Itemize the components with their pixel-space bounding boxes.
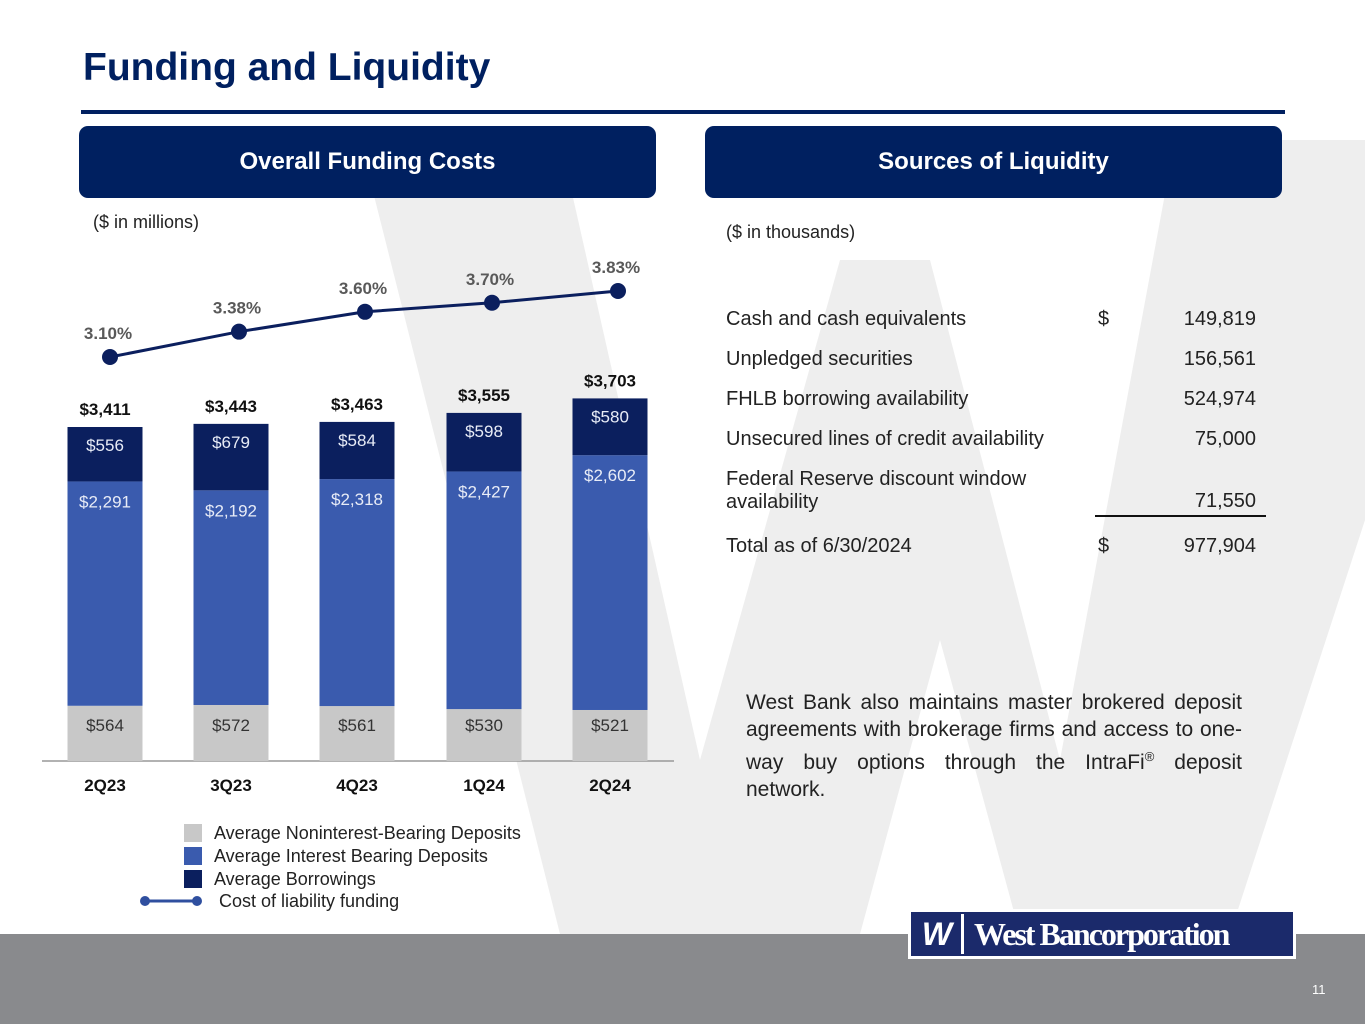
note-main-text: West Bank also maintains master brokered… (746, 691, 1242, 774)
liquidity-value: 156,561 (1183, 348, 1256, 370)
legend-label-borrowings: Average Borrowings (214, 868, 376, 889)
page-number: 11 (1312, 982, 1326, 997)
sources-of-liquidity-header: Sources of Liquidity (705, 126, 1282, 198)
legend-label-noninterest: Average Noninterest-Bearing Deposits (214, 822, 521, 843)
liquidity-value: 71,550 (1194, 490, 1256, 512)
bar-total-label: $3,703 (584, 371, 636, 390)
liquidity-value: 524,974 (1183, 388, 1256, 410)
bar-segment (319, 479, 395, 707)
bar-value-label: $564 (86, 716, 124, 735)
bar-value-label: $2,602 (584, 466, 636, 485)
bar-segment (446, 709, 522, 761)
liquidity-value: 149,819 (1183, 308, 1256, 330)
liquidity-label: Unsecured lines of credit availability (726, 428, 1044, 450)
category-tick-label: 1Q24 (463, 776, 505, 795)
bar-value-label: $521 (591, 716, 629, 735)
cost-line-point (610, 283, 626, 299)
total-divider (1095, 515, 1266, 517)
legend-label-interest: Average Interest Bearing Deposits (214, 845, 488, 866)
bar-segment (572, 709, 648, 761)
west-bancorporation-logo: W West Bancorporation (908, 909, 1296, 959)
liquidity-value: 75,000 (1194, 428, 1256, 450)
bar-segment (446, 412, 522, 472)
bar-total-label: $3,443 (205, 397, 257, 416)
liquidity-total-value: 977,904 (1183, 535, 1256, 557)
bar-segment (193, 490, 269, 705)
category-tick-label: 2Q24 (589, 776, 631, 795)
bar-segment (193, 704, 269, 761)
liquidity-label: Unpledged securities (726, 348, 913, 370)
bar-value-label: $584 (338, 431, 376, 450)
bar-value-label: $556 (86, 436, 124, 455)
cost-line-label: 3.38% (213, 299, 261, 318)
legend-swatch-noninterest (184, 824, 202, 842)
bar-segment (67, 481, 143, 706)
bar-total-label: $3,463 (331, 395, 383, 414)
category-tick-label: 3Q23 (210, 776, 252, 795)
bar-value-label: $2,192 (205, 501, 257, 520)
cost-line-label: 3.70% (466, 270, 514, 289)
bar-value-label: $572 (212, 716, 250, 735)
cost-line-point (357, 303, 373, 320)
registered-mark: ® (1144, 749, 1155, 764)
brokered-deposit-note: West Bank also maintains master brokered… (746, 689, 1242, 803)
category-tick-label: 4Q23 (336, 776, 378, 795)
legend-borrowings: Average Borrowings (184, 868, 376, 890)
legend-noninterest-bearing: Average Noninterest-Bearing Deposits (184, 822, 521, 844)
millions-unit-note: ($ in millions) (93, 212, 200, 232)
logo-frame: W West Bancorporation (911, 912, 1293, 956)
liquidity-label: Federal Reserve discount window availabi… (726, 468, 1027, 513)
bar-segment (67, 705, 143, 761)
logo-mark: W (913, 914, 964, 954)
bar-value-label: $580 (591, 407, 629, 426)
bar-segment (572, 398, 648, 456)
cost-line-label: 3.83% (592, 258, 640, 277)
bar-value-label: $679 (212, 433, 250, 452)
logo-wordmark: West Bancorporation (964, 914, 1291, 954)
cost-line-point (102, 349, 118, 365)
legend-interest-bearing: Average Interest Bearing Deposits (184, 845, 488, 867)
bar-segment (446, 471, 522, 710)
thousands-unit-note: ($ in thousands) (726, 222, 856, 242)
liquidity-label: Cash and cash equivalents (726, 308, 967, 330)
bar-value-label: $2,318 (331, 490, 383, 509)
cost-line-point (231, 323, 247, 340)
note-end-text: deposit network. (746, 751, 1242, 801)
legend-line-icon (140, 896, 202, 906)
bar-total-label: $3,555 (458, 386, 510, 405)
liquidity-total-label: Total as of 6/30/2024 (726, 535, 912, 557)
cost-line-label: 3.60% (339, 279, 387, 298)
bar-segment (319, 706, 395, 761)
bar-value-label: $561 (338, 716, 376, 735)
legend-swatch-interest (184, 847, 202, 865)
funding-costs-chart: $564 $2,291 $556 $3,411 2Q23 $572 $2,192 $679 $3… (42, 258, 674, 795)
cost-line-label: 3.10% (84, 324, 132, 343)
title-divider (81, 110, 1285, 114)
bar-value-label: $2,427 (458, 482, 510, 501)
bar-value-label: $530 (465, 716, 503, 735)
bar-value-label: $2,291 (79, 492, 131, 511)
cost-line-point (484, 294, 500, 311)
category-tick-label: 2Q23 (84, 776, 126, 795)
liquidity-label: FHLB borrowing availability (726, 388, 969, 410)
liquidity-dollar: $ (1098, 308, 1110, 330)
liquidity-total-dollar: $ (1098, 535, 1110, 557)
bar-segment (193, 423, 269, 491)
cost-line-series (109, 289, 619, 359)
overall-funding-costs-header: Overall Funding Costs (79, 126, 656, 198)
legend-label-cost: Cost of liability funding (219, 890, 400, 911)
bar-total-label: $3,411 (79, 400, 130, 419)
legend-swatch-borrowings (184, 870, 202, 888)
page-title: Funding and Liquidity (83, 46, 491, 89)
bar-value-label: $598 (465, 422, 503, 441)
bar-segment (67, 427, 143, 482)
bar-segment (319, 421, 395, 480)
bar-segment (572, 455, 648, 710)
legend-cost-line: Cost of liability funding (139, 890, 399, 912)
